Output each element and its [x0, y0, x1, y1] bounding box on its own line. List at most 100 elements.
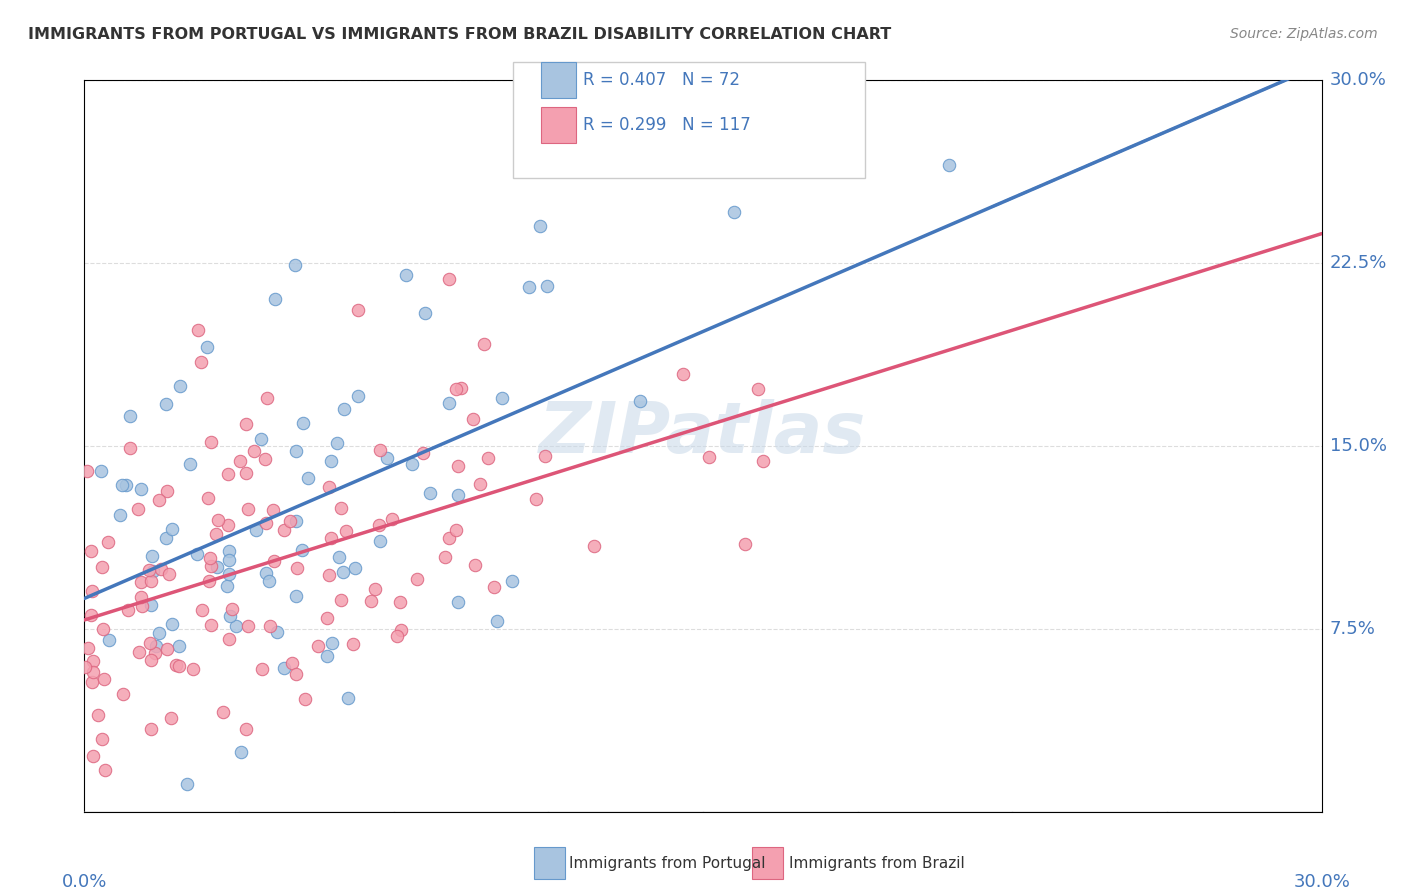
Point — [342, 636, 364, 650]
Point — [176, 777, 198, 791]
Point — [141, 598, 163, 612]
Point — [375, 451, 398, 466]
Point — [385, 629, 408, 643]
Point — [218, 543, 240, 558]
Point — [477, 450, 499, 465]
Point — [190, 355, 212, 369]
Point — [80, 675, 103, 690]
Point — [221, 602, 243, 616]
Point — [186, 547, 208, 561]
Point — [118, 442, 141, 456]
Point — [529, 219, 551, 233]
Point — [76, 640, 98, 655]
Point — [198, 574, 221, 589]
Point — [370, 533, 392, 548]
Point — [217, 467, 239, 482]
Point — [165, 658, 187, 673]
Point — [159, 710, 181, 724]
Point — [143, 646, 166, 660]
Point — [218, 632, 240, 647]
Point — [330, 593, 353, 607]
Point — [307, 640, 329, 654]
Point — [205, 560, 228, 574]
Point — [501, 574, 523, 588]
Point — [87, 708, 110, 723]
Point — [433, 550, 456, 565]
Point — [160, 522, 183, 536]
Text: 7.5%: 7.5% — [1330, 620, 1375, 638]
Point — [285, 560, 308, 574]
Point — [187, 323, 209, 337]
Point — [447, 459, 470, 474]
Point — [734, 537, 756, 551]
Point — [238, 501, 260, 516]
Point — [229, 745, 252, 759]
Point — [482, 580, 505, 594]
Point — [273, 660, 295, 674]
Point — [115, 477, 138, 491]
Point — [80, 543, 103, 558]
Point — [280, 514, 302, 528]
Text: 30.0%: 30.0% — [1330, 71, 1386, 89]
Point — [751, 454, 773, 468]
Point — [485, 615, 508, 629]
Point — [235, 466, 257, 480]
Text: R = 0.407   N = 72: R = 0.407 N = 72 — [583, 71, 741, 89]
Point — [218, 608, 240, 623]
Point — [145, 639, 167, 653]
Point — [284, 444, 307, 458]
Point — [111, 478, 134, 492]
Point — [142, 565, 165, 579]
Point — [117, 603, 139, 617]
Point — [468, 477, 491, 491]
Point — [243, 444, 266, 458]
Point — [235, 722, 257, 736]
Text: Immigrants from Brazil: Immigrants from Brazil — [789, 856, 965, 871]
Point — [139, 574, 162, 589]
Point — [315, 648, 337, 663]
Point — [437, 395, 460, 409]
Point — [191, 603, 214, 617]
Point — [98, 632, 121, 647]
Point — [141, 652, 163, 666]
Point — [464, 558, 486, 573]
Point — [364, 582, 387, 597]
Point — [672, 367, 695, 381]
Point — [157, 567, 180, 582]
Point — [200, 434, 222, 449]
Point — [437, 531, 460, 545]
Point — [321, 635, 343, 649]
Point — [406, 572, 429, 586]
Point — [198, 550, 221, 565]
Point — [412, 446, 434, 460]
Point — [318, 567, 340, 582]
Point — [285, 666, 308, 681]
Point — [318, 480, 340, 494]
Text: 30.0%: 30.0% — [1294, 872, 1350, 891]
Point — [229, 454, 252, 468]
Point — [533, 449, 555, 463]
Point — [155, 531, 177, 545]
Point — [128, 645, 150, 659]
Point — [360, 593, 382, 607]
Point — [205, 527, 228, 541]
Point — [179, 457, 201, 471]
Text: ZIPatlas: ZIPatlas — [540, 400, 866, 468]
Point — [155, 396, 177, 410]
Point — [297, 471, 319, 485]
Point — [284, 258, 307, 272]
Point — [148, 626, 170, 640]
Point — [370, 442, 392, 457]
Point — [332, 402, 354, 417]
Point — [250, 432, 273, 446]
Point — [491, 391, 513, 405]
Point — [82, 584, 104, 599]
Text: R = 0.299   N = 117: R = 0.299 N = 117 — [583, 116, 751, 134]
Point — [938, 158, 960, 172]
Point — [447, 595, 470, 609]
Point — [367, 517, 389, 532]
Point — [446, 524, 468, 538]
Point — [225, 619, 247, 633]
Point — [263, 554, 285, 568]
Point — [444, 382, 467, 396]
